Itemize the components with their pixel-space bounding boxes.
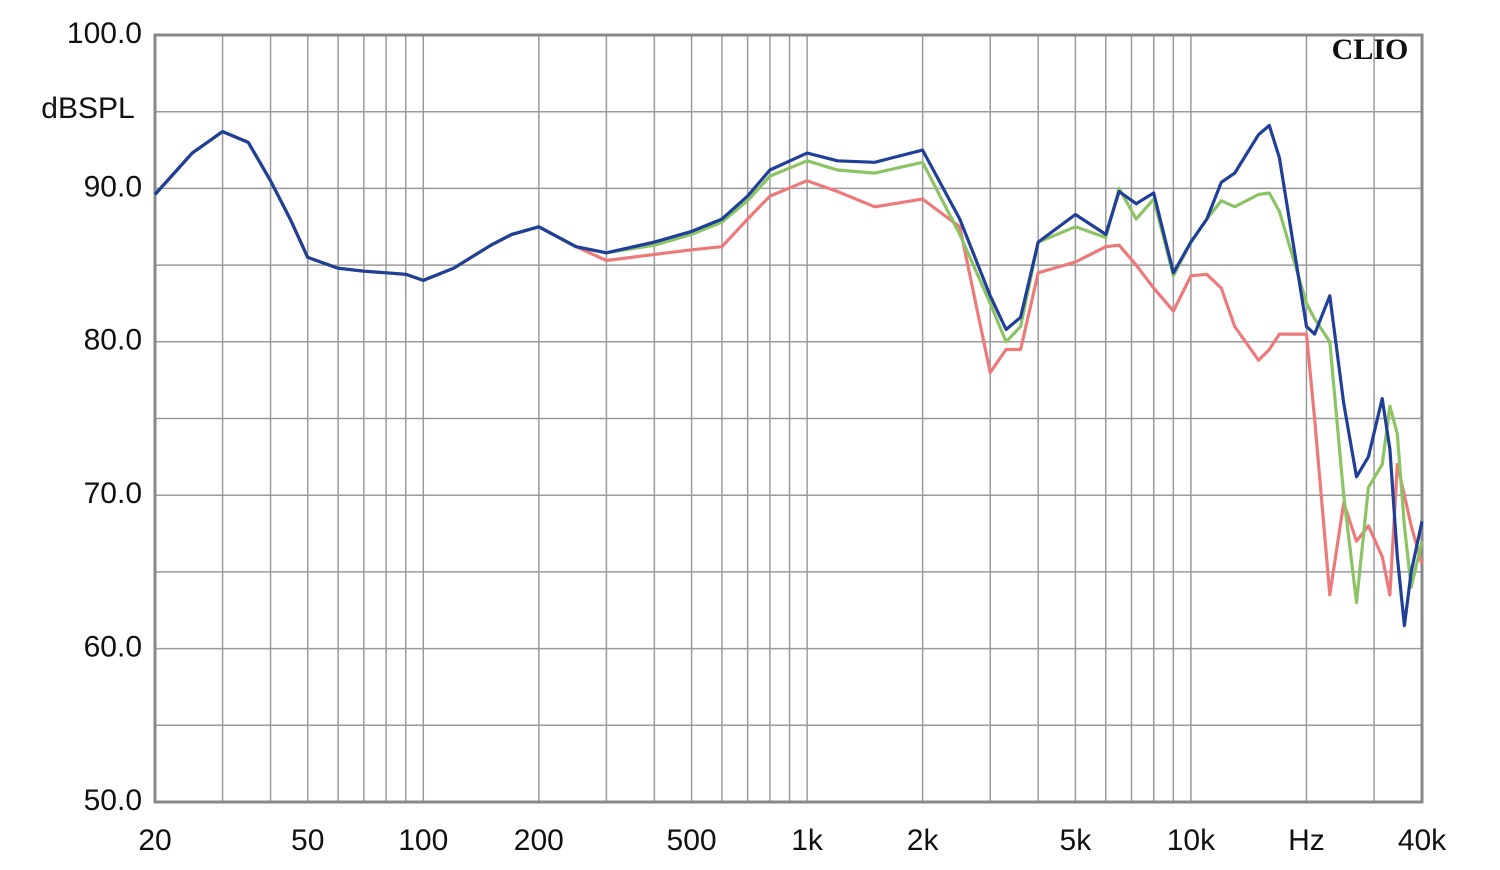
y-tick-label: 80.0 <box>84 324 142 357</box>
y-tick-label: 100.0 <box>67 17 142 50</box>
y-axis-label: dBSPL <box>41 92 134 125</box>
x-tick-label: 200 <box>514 824 564 857</box>
x-tick-label: 1k <box>791 824 824 857</box>
series-line <box>153 123 1424 628</box>
plot-border <box>153 33 1424 804</box>
x-tick-label: 40k <box>1398 824 1447 857</box>
x-tick-label: 5k <box>1060 824 1093 857</box>
y-tick-label: 50.0 <box>84 784 142 817</box>
x-tick-label: 500 <box>667 824 717 857</box>
annotation: CLIO <box>1332 33 1409 66</box>
y-tick-label: 60.0 <box>84 631 142 664</box>
x-tick-label: Hz <box>1288 824 1325 857</box>
y-tick-label: 70.0 <box>84 477 142 510</box>
y-tick-label: 90.0 <box>84 170 142 203</box>
x-tick-label: 50 <box>291 824 324 857</box>
x-tick-label: 10k <box>1167 824 1216 857</box>
x-tick-label: 2k <box>907 824 940 857</box>
x-tick-label: 100 <box>398 824 448 857</box>
x-tick-label: 20 <box>138 824 171 857</box>
